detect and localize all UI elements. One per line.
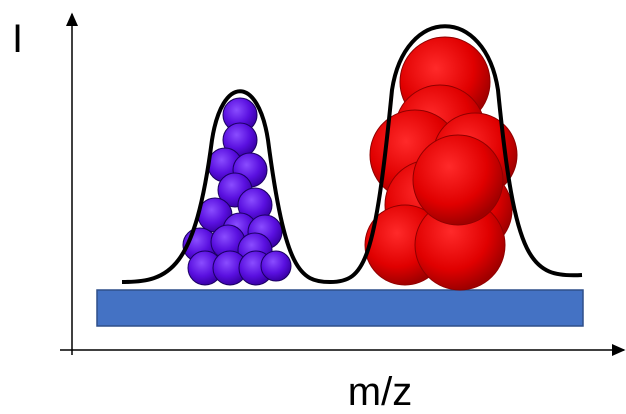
light-ions	[182, 97, 292, 286]
heavy-ions	[364, 36, 518, 291]
x-axis-label: m/z	[348, 370, 412, 414]
spectrum-curve	[121, 24, 583, 285]
y-axis-label: I	[12, 17, 23, 61]
target-plate	[96, 289, 584, 327]
